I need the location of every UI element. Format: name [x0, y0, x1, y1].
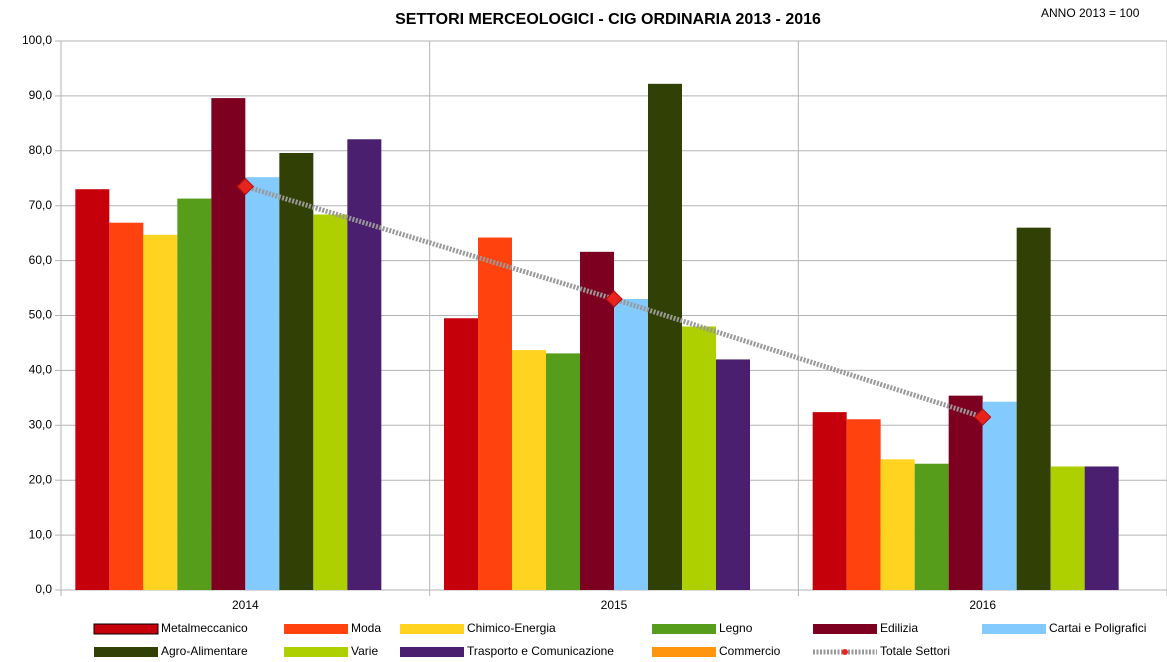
y-tick-label: 100,0	[22, 33, 52, 47]
bar	[1084, 466, 1119, 590]
x-tick-label: 2015	[601, 598, 628, 612]
y-tick-label: 40,0	[29, 363, 53, 377]
y-tick-label: 70,0	[29, 198, 53, 212]
legend-swatch	[284, 647, 348, 657]
line-marker	[236, 177, 255, 196]
legend-swatch	[93, 623, 159, 635]
legend-label: Cartai e Poligrafici	[1049, 621, 1146, 635]
annotation: ANNO 2013 = 100	[1041, 6, 1140, 20]
bar	[880, 459, 915, 590]
bar	[109, 222, 144, 590]
bar	[279, 152, 314, 590]
y-tick-label: 20,0	[29, 472, 53, 486]
bar	[648, 83, 682, 591]
y-tick-label: 90,0	[29, 88, 53, 102]
x-tick-label: 2014	[232, 598, 259, 612]
legend-label: Legno	[719, 621, 753, 635]
bar	[177, 198, 212, 591]
legend-swatch	[400, 624, 464, 634]
legend-label: Totale Settori	[880, 644, 950, 658]
bar	[478, 237, 512, 591]
bar	[812, 412, 847, 590]
bar	[716, 359, 750, 590]
y-tick-label: 30,0	[29, 417, 53, 431]
legend-swatch	[982, 624, 1046, 634]
bar	[682, 326, 716, 590]
bar	[347, 139, 382, 590]
legend-label: Agro-Alimentare	[161, 644, 248, 658]
bar	[211, 98, 246, 590]
bar	[948, 395, 983, 590]
legend-label: Moda	[351, 621, 381, 635]
bar	[580, 251, 614, 591]
line-marker	[973, 408, 992, 426]
legend-swatch	[284, 624, 348, 634]
legend-marker	[842, 649, 848, 655]
legend-swatch	[652, 647, 716, 657]
legend-label: Metalmeccanico	[161, 621, 248, 635]
bar	[444, 318, 478, 590]
bar	[546, 353, 580, 590]
legend-label: Trasporto e Comunicazione	[467, 644, 614, 658]
y-tick-label: 10,0	[29, 527, 53, 541]
legend-label: Chimico-Energia	[467, 621, 556, 635]
bar	[1050, 466, 1085, 590]
bar	[143, 234, 178, 590]
legend-swatch	[813, 624, 877, 634]
y-tick-label: 60,0	[29, 253, 53, 267]
line-marker	[605, 290, 623, 308]
x-tick-label: 2016	[969, 598, 996, 612]
bar	[512, 350, 546, 590]
bar	[846, 419, 881, 590]
bar	[614, 299, 648, 590]
bar	[313, 214, 348, 590]
bar	[1016, 227, 1051, 590]
y-tick-label: 0,0	[35, 582, 52, 596]
legend-label: Varie	[351, 644, 378, 658]
bar	[914, 463, 949, 590]
bar	[982, 401, 1017, 590]
y-tick-label: 80,0	[29, 143, 53, 157]
legend-swatch	[652, 624, 716, 634]
legend-swatch	[94, 647, 158, 657]
legend-swatch	[400, 647, 464, 657]
chart-title: SETTORI MERCEOLOGICI - CIG ORDINARIA 201…	[395, 11, 821, 28]
bar	[75, 189, 110, 591]
legend-label: Commercio	[719, 644, 781, 658]
legend-label: Edilizia	[880, 621, 918, 635]
y-tick-label: 50,0	[29, 308, 53, 322]
bar	[245, 177, 280, 591]
